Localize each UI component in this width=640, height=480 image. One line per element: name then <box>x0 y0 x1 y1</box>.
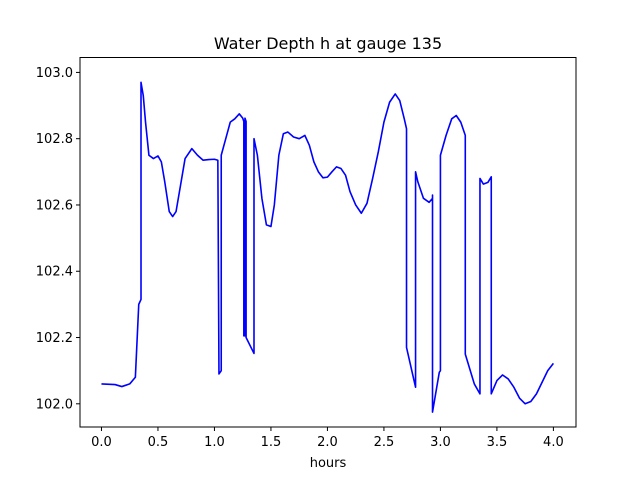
plot-area <box>80 57 576 427</box>
x-tick-label: 2.5 <box>374 435 395 450</box>
x-tick-label: 1.5 <box>261 435 282 450</box>
x-tick-label: 3.0 <box>430 435 451 450</box>
x-axis: 0.0 0.5 1.0 1.5 2.0 2.5 3.0 3.5 4.0 <box>91 427 564 450</box>
chart-title: Water Depth h at gauge 135 <box>214 34 442 53</box>
series-layer <box>101 81 555 413</box>
y-tick-label: 103.0 <box>36 66 73 81</box>
x-axis-label: hours <box>310 456 347 471</box>
y-tick-label: 102.6 <box>36 198 73 213</box>
x-tick-label: 0.5 <box>148 435 169 450</box>
x-tick-label: 4.0 <box>543 435 564 450</box>
y-tick-label: 102.4 <box>36 265 73 280</box>
y-axis: 102.0 102.2 102.4 102.6 102.8 103.0 <box>36 66 80 412</box>
y-tick-label: 102.2 <box>36 331 73 346</box>
x-tick-label: 1.0 <box>204 435 225 450</box>
x-tick-label: 3.5 <box>487 435 508 450</box>
y-tick-label: 102.0 <box>36 397 73 412</box>
y-tick-label: 102.8 <box>36 132 73 147</box>
plot-frame <box>79 57 577 428</box>
water-depth-series-line <box>101 81 555 413</box>
x-tick-label: 2.0 <box>317 435 338 450</box>
x-tick-label: 0.0 <box>91 435 112 450</box>
